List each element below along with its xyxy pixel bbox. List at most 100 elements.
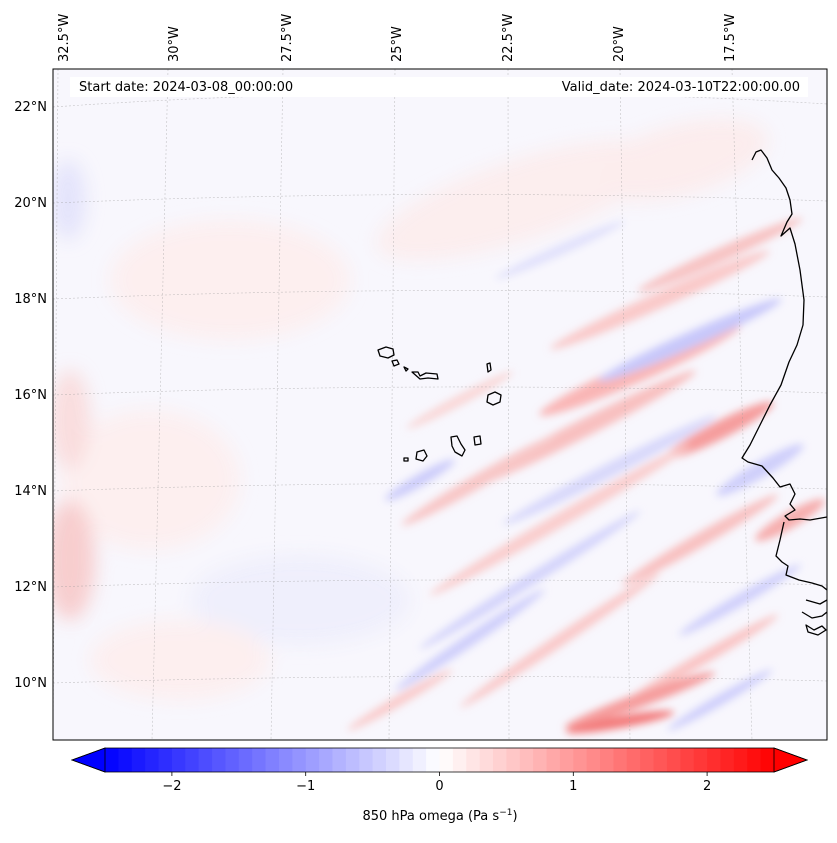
island-santa-luzia bbox=[403, 366, 409, 372]
colorbar-label: 850 hPa omega (Pa s−1) bbox=[362, 808, 517, 824]
map-panel: Start date: 2024-03-08_00:00:00 Valid_da… bbox=[52, 68, 828, 741]
colorbar-segment bbox=[613, 748, 628, 772]
colorbar-segment bbox=[559, 748, 574, 772]
colorbar-segment bbox=[439, 748, 454, 772]
colorbar-segment bbox=[292, 748, 307, 772]
colorbar-segment bbox=[519, 748, 534, 772]
colorbar-segment bbox=[158, 748, 173, 772]
island-sal bbox=[486, 362, 492, 373]
colorbar-segment bbox=[586, 748, 601, 772]
colorbar-segment bbox=[332, 748, 347, 772]
colorbar-gradient bbox=[105, 748, 775, 772]
island-maio bbox=[473, 435, 482, 446]
lon-label: 17.5°W bbox=[723, 14, 738, 62]
colorbar-segment bbox=[466, 748, 481, 772]
colorbar-units: Pa s bbox=[473, 809, 499, 824]
lat-label: 16°N bbox=[14, 388, 47, 403]
lon-label: 25°W bbox=[390, 26, 405, 62]
colorbar-segment bbox=[493, 748, 507, 772]
colorbar-segment bbox=[225, 748, 240, 772]
colorbar-tick-label: −2 bbox=[162, 779, 181, 794]
colorbar-segment bbox=[479, 748, 494, 772]
colorbar-tick-label: 2 bbox=[703, 779, 711, 794]
island-sao-vicente bbox=[391, 359, 400, 367]
colorbar-segment bbox=[131, 748, 146, 772]
colorbar-segment bbox=[185, 748, 200, 772]
colorbar-segment bbox=[359, 748, 374, 772]
colorbar-segment bbox=[412, 748, 427, 772]
lat-label: 20°N bbox=[14, 196, 47, 211]
colorbar-segment bbox=[720, 748, 735, 772]
colorbar-segment bbox=[345, 748, 360, 772]
map-frame bbox=[52, 68, 828, 741]
colorbar-segment bbox=[319, 748, 334, 772]
colorbar: −2 −1 0 1 2 850 hPa omega (Pa s−1) bbox=[70, 747, 809, 824]
latitude-labels: 22°N 20°N 18°N 16°N 14°N 12°N 10°N bbox=[14, 100, 47, 691]
lon-label: 32.5°W bbox=[57, 14, 72, 62]
island-fogo bbox=[415, 449, 428, 462]
colorbar-tick-label: 1 bbox=[569, 779, 577, 794]
lon-label: 30°W bbox=[167, 26, 182, 62]
colorbar-segment bbox=[653, 748, 668, 772]
colorbar-segment bbox=[426, 748, 441, 772]
colorbar-segment bbox=[198, 748, 213, 772]
start-date-label: Start date: 2024-03-08_00:00:00 bbox=[79, 80, 293, 95]
island-brava bbox=[403, 457, 409, 462]
colorbar-segment bbox=[506, 748, 521, 772]
colorbar-units-exponent: −1 bbox=[499, 808, 512, 818]
colorbar-extend-high bbox=[773, 747, 809, 773]
omega-field bbox=[53, 118, 825, 734]
colorbar-segment bbox=[252, 748, 267, 772]
colorbar-segment bbox=[760, 748, 775, 772]
lat-label: 12°N bbox=[14, 580, 47, 595]
colorbar-outline bbox=[70, 747, 809, 773]
lat-label: 10°N bbox=[14, 676, 47, 691]
colorbar-segment bbox=[707, 748, 722, 772]
colorbar-segment bbox=[265, 748, 280, 772]
colorbar-segment bbox=[600, 748, 615, 772]
lon-label: 20°W bbox=[612, 26, 627, 62]
lon-label: 22.5°W bbox=[501, 14, 516, 62]
colorbar-segment bbox=[305, 748, 320, 772]
colorbar-segment bbox=[533, 748, 548, 772]
colorbar-segment bbox=[640, 748, 655, 772]
colorbar-segment bbox=[573, 748, 588, 772]
colorbar-segment bbox=[171, 748, 186, 772]
colorbar-segment bbox=[399, 748, 414, 772]
colorbar-segment bbox=[666, 748, 681, 772]
colorbar-segment bbox=[626, 748, 641, 772]
colorbar-extend-low bbox=[70, 747, 106, 773]
colorbar-segment bbox=[452, 748, 467, 772]
island-boa-vista bbox=[486, 391, 502, 406]
colorbar-segment bbox=[693, 748, 708, 772]
colorbar-segment bbox=[747, 748, 762, 772]
island-sao-nicolau bbox=[411, 371, 439, 380]
colorbar-segment bbox=[372, 748, 387, 772]
lat-label: 22°N bbox=[14, 100, 47, 115]
colorbar-tick-label: −1 bbox=[296, 779, 315, 794]
colorbar-segment bbox=[680, 748, 695, 772]
coastline bbox=[377, 69, 827, 636]
colorbar-variable: 850 hPa omega bbox=[362, 809, 463, 824]
colorbar-segment bbox=[145, 748, 160, 772]
lat-label: 18°N bbox=[14, 292, 47, 307]
colorbar-segment bbox=[212, 748, 227, 772]
colorbar-segment bbox=[118, 748, 133, 772]
africa-coast bbox=[741, 69, 827, 636]
colorbar-segment bbox=[546, 748, 561, 772]
longitude-labels: 32.5°W 30°W 27.5°W 25°W 22.5°W 20°W 17.5… bbox=[57, 14, 738, 62]
island-santiago bbox=[450, 435, 466, 457]
colorbar-segment bbox=[238, 748, 253, 772]
colorbar-segment bbox=[278, 748, 293, 772]
colorbar-tick-label: 0 bbox=[435, 779, 443, 794]
lon-label: 27.5°W bbox=[280, 14, 295, 62]
annotation-background bbox=[70, 77, 808, 97]
colorbar-ticks: −2 −1 0 1 2 bbox=[162, 772, 711, 794]
island-santo-antao bbox=[377, 346, 395, 359]
valid-date-label: Valid_date: 2024-03-10T22:00:00.00 bbox=[562, 80, 800, 95]
colorbar-segment bbox=[105, 748, 119, 772]
colorbar-segment bbox=[385, 748, 400, 772]
colorbar-segment bbox=[733, 748, 748, 772]
lat-label: 14°N bbox=[14, 484, 47, 499]
